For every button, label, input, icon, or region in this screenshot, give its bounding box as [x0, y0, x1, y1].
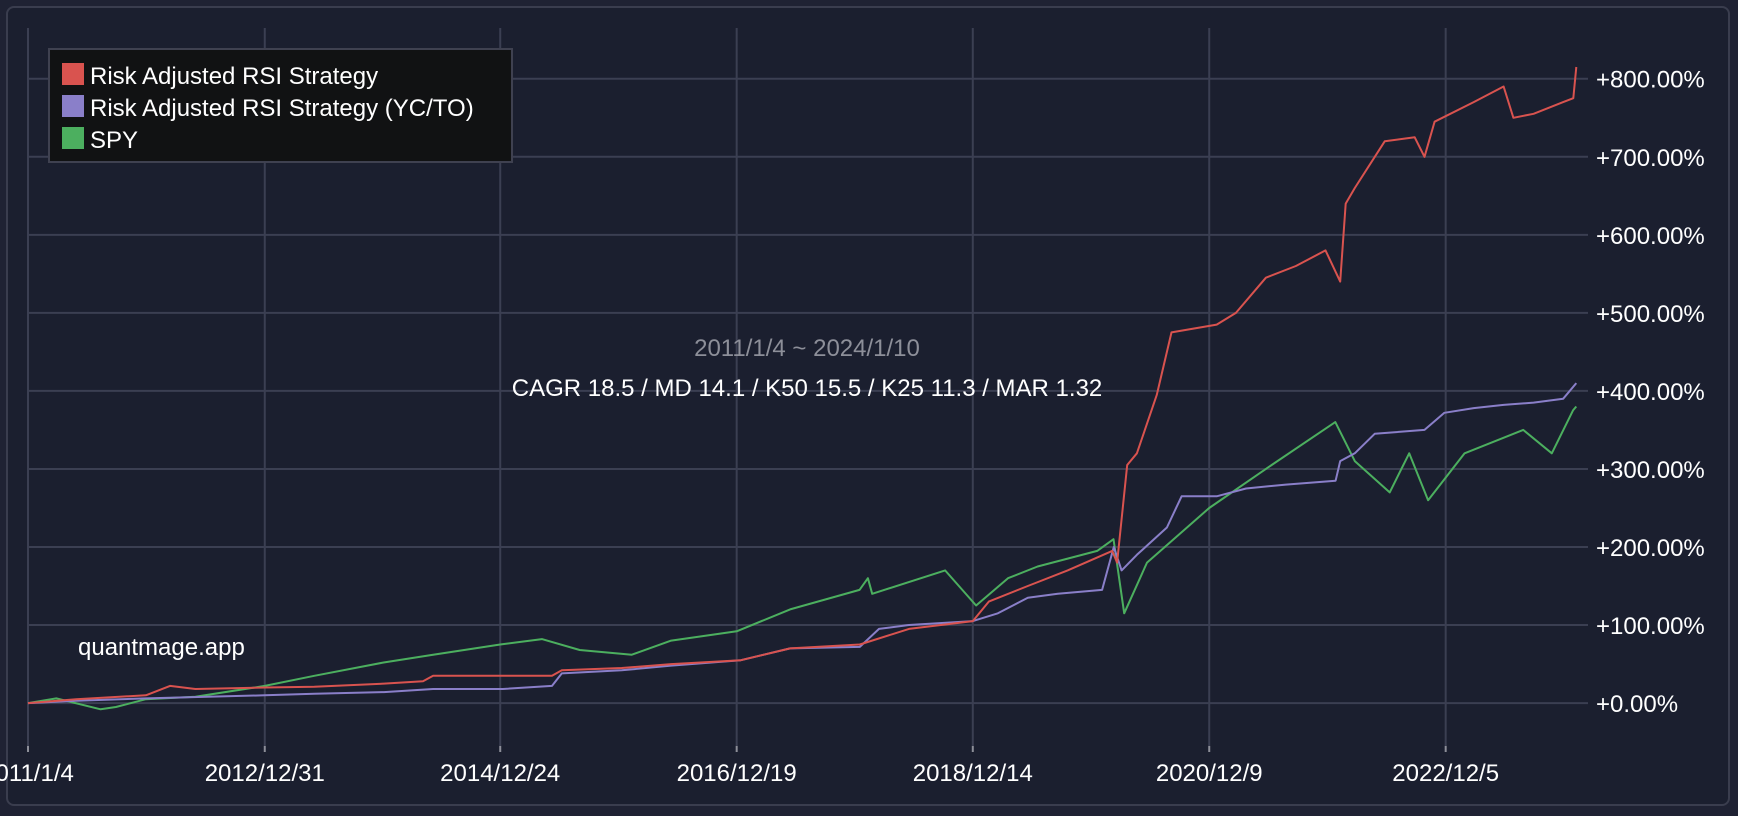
legend-label-1: Risk Adjusted RSI Strategy (YC/TO) [90, 95, 474, 122]
legend-swatch-1 [62, 95, 84, 117]
series-line-2 [27, 405, 1578, 711]
x-tick-label-4: 2018/12/14 [913, 760, 1033, 787]
legend-item-2[interactable]: SPY [62, 127, 138, 154]
legend-swatch-2 [62, 127, 84, 149]
x-tick-label-3: 2016/12/19 [677, 760, 797, 787]
y-tick-label-2: +200.00% [1596, 535, 1705, 562]
y-tick-label-7: +700.00% [1596, 145, 1705, 172]
y-tick-label-8: +800.00% [1596, 67, 1705, 94]
y-tick-label-0: +0.00% [1596, 691, 1678, 718]
y-axis-ticks: +0.00% +100.00% +200.00% +300.00% +400.00% +5… [1596, 67, 1705, 718]
legend-box [48, 48, 513, 163]
x-tick-label-2: 2014/12/24 [440, 760, 560, 787]
y-tick-label-1: +100.00% [1596, 613, 1705, 640]
series-lines [27, 66, 1578, 711]
annotation-block: 2011/1/4 ~ 2024/1/10 CAGR 18.5 / MD 14.1… [512, 335, 1103, 402]
legend-label-2: SPY [90, 127, 138, 154]
y-tick-label-4: +400.00% [1596, 379, 1705, 406]
x-tick-label-1: 2012/12/31 [205, 760, 325, 787]
series-line-0 [27, 66, 1578, 705]
series-line-1 [27, 382, 1578, 705]
watermark: quantmage.app [78, 634, 245, 661]
stats-annotation: CAGR 18.5 / MD 14.1 / K50 15.5 / K25 11.… [512, 375, 1103, 402]
x-tick-label-5: 2020/12/9 [1156, 760, 1263, 787]
legend-label-0: Risk Adjusted RSI Strategy [90, 63, 378, 90]
legend-item-1[interactable]: Risk Adjusted RSI Strategy (YC/TO) [62, 95, 474, 122]
legend[interactable]: Risk Adjusted RSI Strategy Risk Adjusted… [48, 48, 513, 163]
grid-lines [27, 28, 1588, 752]
x-tick-label-0: 2011/1/4 [0, 760, 74, 787]
y-tick-label-5: +500.00% [1596, 301, 1705, 328]
x-tick-label-6: 2022/12/5 [1392, 760, 1499, 787]
legend-item-0[interactable]: Risk Adjusted RSI Strategy [62, 63, 378, 90]
legend-swatch-0 [62, 63, 84, 85]
date-range-annotation: 2011/1/4 ~ 2024/1/10 [694, 335, 920, 362]
y-tick-label-3: +300.00% [1596, 457, 1705, 484]
y-tick-label-6: +600.00% [1596, 223, 1705, 250]
x-axis-ticks: 2011/1/4 2012/12/31 2014/12/24 2016/12/19 20… [0, 760, 1499, 787]
